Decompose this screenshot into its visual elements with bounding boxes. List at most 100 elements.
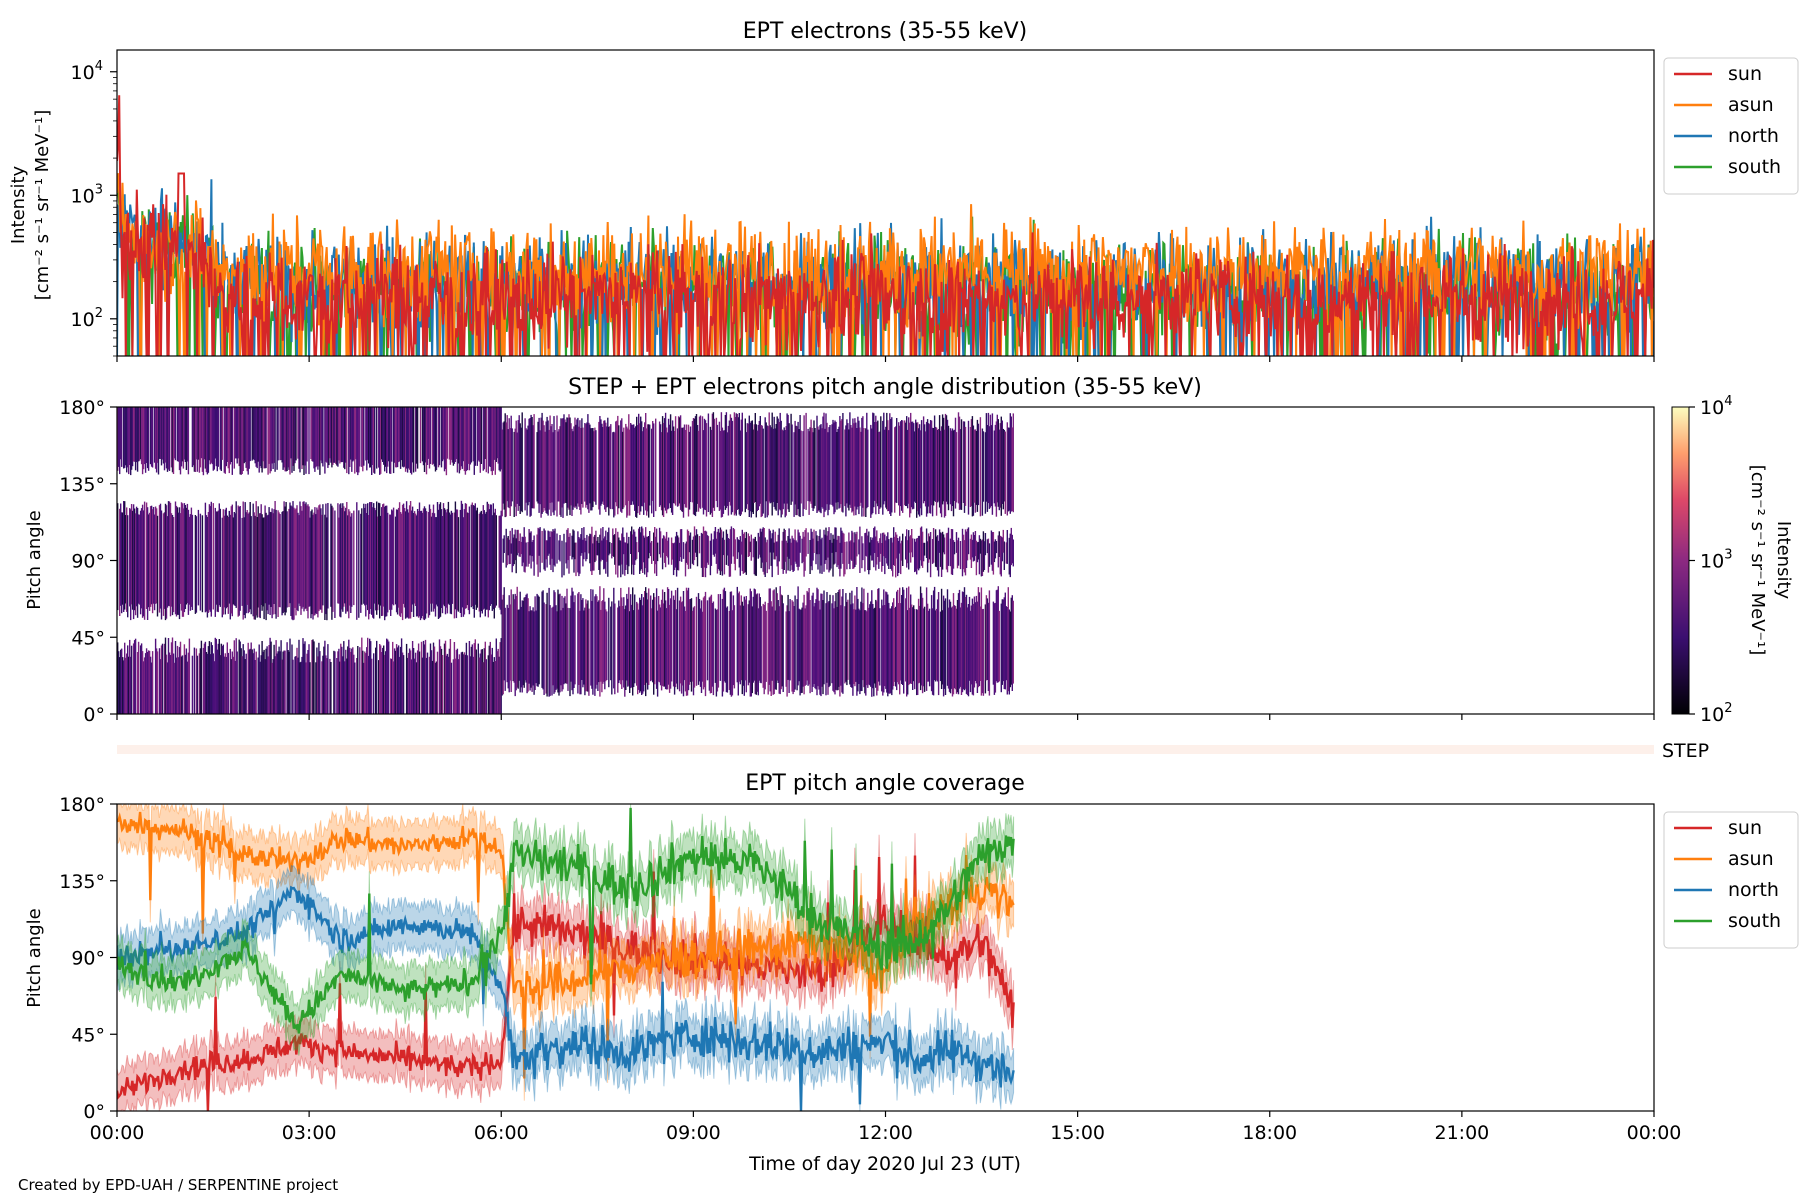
heatmap-cell	[686, 529, 689, 565]
heatmap-cell	[618, 537, 620, 566]
heatmap-cell	[968, 596, 971, 681]
heatmap-cell	[852, 418, 854, 512]
heatmap-cell	[208, 641, 211, 714]
heatmap-cell	[921, 531, 924, 568]
heatmap-cell	[237, 407, 239, 459]
heatmap-cell	[1004, 592, 1006, 690]
heatmap-cell	[205, 652, 208, 714]
heatmap-cell	[961, 528, 964, 577]
heatmap-cell	[706, 535, 709, 563]
heatmap-cell	[634, 531, 636, 565]
heatmap-cell	[801, 538, 803, 564]
panel-coverage-title: EPT pitch angle coverage	[745, 771, 1025, 796]
heatmap-cell	[433, 407, 436, 467]
heatmap-cell	[298, 407, 300, 469]
heatmap-cell	[273, 644, 275, 714]
heatmap-cell	[153, 514, 156, 611]
heatmap-cell	[675, 609, 678, 684]
legend-label-south: south	[1728, 910, 1781, 932]
heatmap-cell	[379, 503, 381, 619]
heatmap-cell	[1003, 429, 1005, 502]
heatmap-cell	[463, 509, 466, 615]
heatmap-cell	[584, 423, 586, 502]
heatmap-cell	[665, 427, 668, 514]
heatmap-cell	[260, 504, 262, 605]
heatmap-cell	[487, 503, 489, 618]
heatmap-cell	[564, 419, 566, 503]
heatmap-cell	[438, 407, 441, 466]
heatmap-cell	[423, 644, 426, 714]
heatmap-cell	[510, 415, 512, 507]
heatmap-cell	[636, 601, 638, 686]
heatmap-cell	[798, 608, 800, 682]
heatmap-cell	[778, 606, 780, 694]
heatmap-cell	[743, 532, 745, 573]
heatmap-cell	[504, 413, 506, 518]
heatmap-cell	[995, 590, 998, 682]
heatmap-cell	[810, 528, 812, 567]
heatmap-cell	[391, 509, 393, 610]
heatmap-cell	[868, 531, 870, 575]
heatmap-cell	[940, 533, 943, 577]
heatmap-cell	[371, 407, 373, 475]
heatmap-cell	[585, 424, 587, 508]
heatmap-cell	[133, 640, 136, 714]
heatmap-cell	[1011, 595, 1013, 691]
heatmap-cell	[269, 637, 271, 714]
heatmap-cell	[615, 528, 617, 575]
heatmap-cell	[529, 532, 531, 556]
heatmap-cell	[143, 501, 146, 620]
heatmap-cell	[494, 661, 496, 714]
heatmap-cell	[1012, 539, 1014, 567]
heatmap-cell	[508, 418, 510, 509]
heatmap-cell	[787, 414, 789, 510]
heatmap-cell	[971, 416, 974, 517]
heatmap-cell	[963, 587, 966, 691]
heatmap-cell	[691, 539, 694, 564]
heatmap-cell	[891, 537, 893, 571]
heatmap-cell	[453, 512, 456, 619]
heatmap-cell	[323, 646, 325, 714]
heatmap-cell	[487, 407, 489, 474]
heatmap-cell	[289, 407, 291, 475]
heatmap-cell	[554, 430, 556, 511]
x-tick-label: 06:00	[474, 1122, 529, 1144]
heatmap-cell	[361, 508, 363, 605]
heatmap-cell	[838, 426, 840, 509]
heatmap-cell	[853, 542, 855, 569]
heatmap-cell	[610, 606, 612, 681]
heatmap-cell	[539, 527, 541, 573]
heatmap-cell	[708, 597, 711, 691]
heatmap-cell	[419, 511, 422, 621]
heatmap-cell	[386, 505, 388, 617]
heatmap-cell	[890, 419, 892, 516]
heatmap-cell	[379, 644, 381, 714]
heatmap-cell	[512, 594, 514, 682]
heatmap-cell	[361, 637, 363, 714]
heatmap-cell	[351, 648, 353, 714]
heatmap-cell	[387, 512, 389, 613]
heatmap-cell	[737, 539, 739, 553]
panel-pad-ylabel: Pitch angle	[24, 510, 45, 609]
heatmap-cell	[680, 427, 683, 512]
heatmap-cell	[212, 407, 214, 471]
heatmap-cell	[305, 662, 307, 714]
heatmap-cell	[926, 541, 929, 573]
heatmap-cell	[786, 605, 788, 697]
heatmap-cell	[1010, 416, 1012, 512]
heatmap-cell	[206, 653, 209, 714]
heatmap-cell	[633, 610, 635, 687]
heatmap-cell	[889, 608, 891, 694]
heatmap-cell	[861, 587, 863, 691]
heatmap-cell	[856, 531, 858, 557]
heatmap-cell	[631, 526, 633, 575]
heatmap-cell	[688, 535, 691, 553]
heatmap-cell	[1001, 599, 1003, 685]
heatmap-cell	[284, 407, 286, 472]
heatmap-cell	[693, 606, 696, 688]
heatmap-cell	[216, 649, 218, 714]
heatmap-cell	[402, 655, 405, 714]
heatmap-cell	[841, 596, 843, 693]
heatmap-cell	[422, 508, 425, 620]
heatmap-cell	[212, 653, 214, 714]
